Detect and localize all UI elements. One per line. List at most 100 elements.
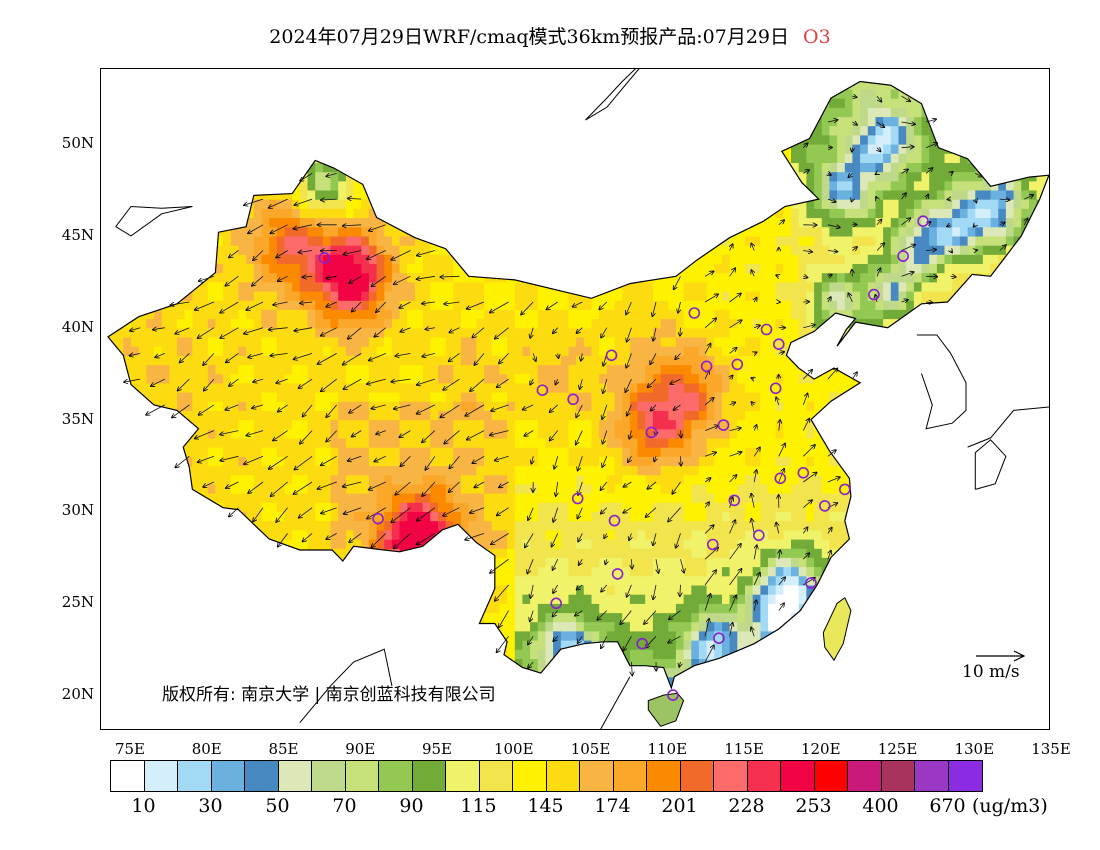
field-cell [230,621,240,632]
field-cell [568,456,577,467]
field-cell [606,318,616,329]
field-cell [276,437,286,448]
field-cell [131,640,140,650]
field-cell [622,584,631,595]
field-cell [123,511,132,522]
field-cell [576,548,585,558]
field-cell [614,134,623,145]
field-cell [353,493,362,503]
field-cell [560,401,570,411]
field-cell [284,474,293,485]
field-cell [614,575,623,586]
field-cell [177,658,186,669]
field-cell [330,318,339,329]
field-cell [115,410,124,421]
field-cell [292,667,301,678]
field-cell [507,419,516,430]
field-cell [461,171,470,182]
field-cell [223,291,232,301]
field-cell [515,704,523,714]
field-cell [223,474,232,485]
field-cell [537,382,547,393]
field-cell [576,685,585,688]
field-cell [376,226,385,237]
field-cell [622,355,631,366]
field-cell [376,658,385,669]
field-cell [415,327,424,338]
field-cell [599,612,608,623]
field-cell [599,346,608,356]
field-cell [230,226,240,237]
field-cell [545,98,554,108]
field-cell [146,281,155,292]
field-cell [284,208,293,219]
field-cell [207,392,217,402]
field-cell [338,640,347,650]
field-cell [161,465,170,476]
field-cell [184,630,193,641]
field-cell [108,134,109,145]
field-cell [530,382,539,393]
field-cell [246,355,255,366]
field-cell [591,474,600,485]
field-cell [161,291,170,301]
field-cell [446,71,454,81]
field-cell [238,373,247,384]
field-cell [261,81,270,90]
field-cell [307,447,316,457]
field-cell [376,235,385,246]
field-cell [177,226,186,237]
field-cell [207,346,217,356]
field-cell [292,594,301,604]
field-cell [108,685,117,688]
field-cell [238,401,247,411]
field-cell [292,208,301,219]
field-cell [415,98,424,108]
field-cell [491,584,500,595]
field-cell [361,392,370,402]
field-cell [491,309,500,320]
field-cell [514,612,524,623]
field-cell [622,410,631,421]
field-cell [377,71,385,81]
field-cell [422,566,431,577]
field-cell [177,81,186,90]
field-cell [615,71,623,81]
field-cell [108,125,117,136]
field-cell [476,98,485,108]
field-cell [253,447,263,457]
field-cell [138,281,147,292]
field-cell [253,594,263,604]
field-cell [599,107,608,118]
field-cell [299,557,309,568]
field-cell [192,346,201,356]
field-cell [476,226,485,237]
field-cell [391,309,401,320]
field-cell [200,235,209,246]
field-cell [131,98,140,108]
field-cell [438,309,447,320]
field-cell [146,153,155,163]
field-cell [606,557,616,568]
field-cell [468,539,477,549]
field-cell [606,180,616,191]
field-cell [115,557,124,568]
field-cell [330,566,339,577]
field-cell [230,245,240,255]
field-cell [177,134,186,145]
field-cell [330,88,339,99]
field-cell [330,125,339,136]
field-cell [299,566,309,577]
field-cell [276,245,286,255]
field-cell [231,71,239,81]
field-cell [583,254,593,264]
field-cell [338,134,347,145]
field-cell [399,493,408,503]
field-cell [246,134,255,145]
field-cell [322,382,332,393]
field-cell [553,355,562,366]
field-cell [384,144,393,154]
field-cell [384,502,393,512]
field-cell [614,676,623,687]
field-cell [453,548,462,558]
